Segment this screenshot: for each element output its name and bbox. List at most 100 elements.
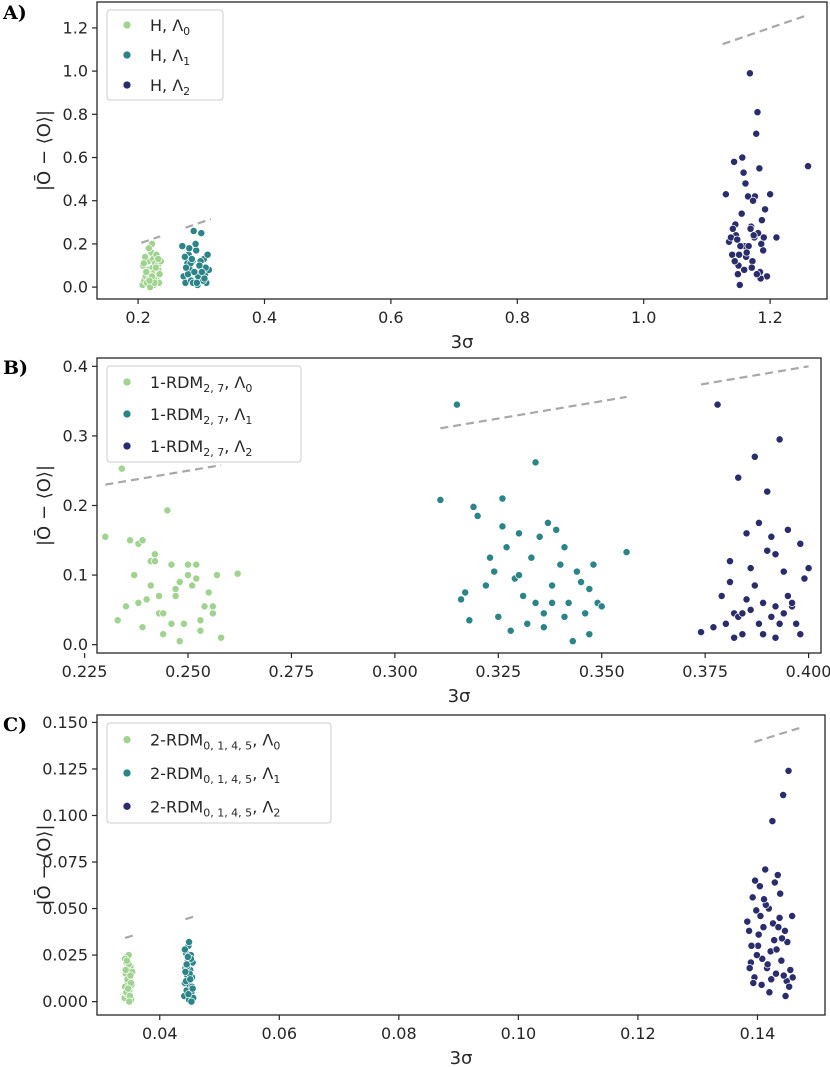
data-point <box>208 602 217 611</box>
data-point <box>775 619 784 628</box>
bound-line <box>700 365 809 386</box>
data-point <box>192 278 201 287</box>
data-point <box>523 619 532 628</box>
y-axis-label: |Ō − ⟨O⟩| <box>33 465 55 546</box>
data-point <box>778 934 786 943</box>
x-tick-label: 0.375 <box>682 662 728 681</box>
data-point <box>101 532 110 541</box>
data-point <box>771 550 780 559</box>
data-point <box>187 255 196 263</box>
panel-label: B) <box>3 357 28 379</box>
data-point <box>192 574 201 583</box>
data-point <box>182 960 191 969</box>
data-point <box>124 984 133 993</box>
y-tick-label: 0.0 <box>63 278 88 297</box>
data-point <box>179 619 188 628</box>
data-point <box>738 153 747 162</box>
data-point <box>746 605 755 614</box>
data-point <box>788 973 797 982</box>
data-point <box>757 216 766 225</box>
data-point <box>159 630 168 639</box>
data-point <box>203 250 212 259</box>
x-tick-label: 0.275 <box>269 662 315 681</box>
bound-line <box>105 464 222 486</box>
data-point <box>726 557 734 566</box>
data-point <box>142 268 151 276</box>
y-tick-label: 0.6 <box>63 148 88 167</box>
data-point <box>783 591 792 600</box>
data-point <box>126 971 135 980</box>
data-point <box>733 270 742 279</box>
data-point <box>151 263 160 272</box>
data-point <box>481 581 490 590</box>
data-point <box>768 817 777 826</box>
data-point <box>473 511 482 520</box>
data-point <box>738 630 747 639</box>
legend: 2-RDM0, 1, 4, 5, Λ0 2-RDM0, 1, 4, 5, Λ1 2-… <box>106 722 332 824</box>
data-point <box>776 889 785 898</box>
data-point <box>750 452 759 461</box>
data-point <box>572 567 581 576</box>
y-tick-label: 0.0 <box>63 635 88 654</box>
x-tick-label: 0.325 <box>475 662 521 681</box>
data-point <box>208 609 217 618</box>
bound-line <box>140 235 161 244</box>
data-point <box>769 919 777 928</box>
data-point <box>752 951 761 960</box>
data-point <box>755 882 764 891</box>
data-point <box>759 923 768 932</box>
data-point <box>804 162 812 171</box>
data-point <box>502 543 511 552</box>
data-point <box>730 633 739 642</box>
data-point <box>728 250 737 259</box>
data-point <box>721 190 730 199</box>
data-point <box>181 967 190 976</box>
data-point <box>751 876 760 885</box>
data-point <box>188 984 197 993</box>
data-point <box>786 966 795 974</box>
data-point <box>452 400 461 409</box>
data-point <box>155 591 164 600</box>
data-point <box>159 609 168 618</box>
data-point <box>785 982 794 991</box>
legend-marker <box>122 80 132 90</box>
data-point <box>134 598 143 607</box>
data-point <box>142 595 151 604</box>
data-point <box>515 529 523 538</box>
data-point <box>742 248 751 257</box>
legend-box <box>106 9 224 101</box>
data-point <box>775 435 784 444</box>
data-point <box>117 464 126 473</box>
series-1 <box>436 400 631 646</box>
data-point <box>204 588 213 597</box>
data-point <box>167 560 176 569</box>
data-point <box>804 564 813 573</box>
data-point <box>755 164 764 173</box>
y-tick-label: 0.2 <box>63 234 88 253</box>
data-point <box>781 992 790 1000</box>
data-point <box>138 623 147 632</box>
data-point <box>490 567 499 576</box>
data-point <box>748 257 757 266</box>
legend-box <box>106 365 302 463</box>
legend-marker <box>122 409 132 419</box>
data-point <box>197 268 206 276</box>
data-point <box>746 224 755 233</box>
data-point <box>139 259 148 268</box>
data-point <box>188 581 197 590</box>
data-point <box>796 630 805 639</box>
data-point <box>741 179 750 188</box>
x-tick-label: 0.10 <box>501 1024 537 1043</box>
x-tick-label: 0.225 <box>62 662 108 681</box>
legend-entry: 2-RDM0, 1, 4, 5, Λ0 <box>150 731 280 753</box>
data-point <box>754 930 763 939</box>
data-point <box>759 630 768 639</box>
data-point <box>184 571 192 580</box>
data-point <box>196 616 205 625</box>
data-point <box>121 966 130 974</box>
y-tick-label: 0.025 <box>42 946 88 965</box>
data-point <box>736 242 745 251</box>
data-point <box>175 637 184 646</box>
data-point <box>754 619 763 628</box>
data-point <box>130 571 139 580</box>
